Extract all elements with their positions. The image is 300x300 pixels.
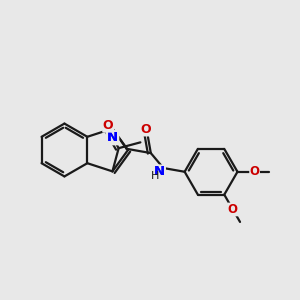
Text: O: O [228, 203, 238, 216]
Text: N: N [107, 131, 118, 144]
Text: H: H [151, 171, 159, 182]
Text: N: N [107, 131, 118, 144]
Text: N: N [154, 165, 165, 178]
Text: N: N [154, 165, 165, 178]
Text: O: O [250, 165, 260, 178]
Text: O: O [103, 119, 113, 132]
Text: O: O [141, 123, 151, 136]
Text: N: N [107, 131, 118, 144]
